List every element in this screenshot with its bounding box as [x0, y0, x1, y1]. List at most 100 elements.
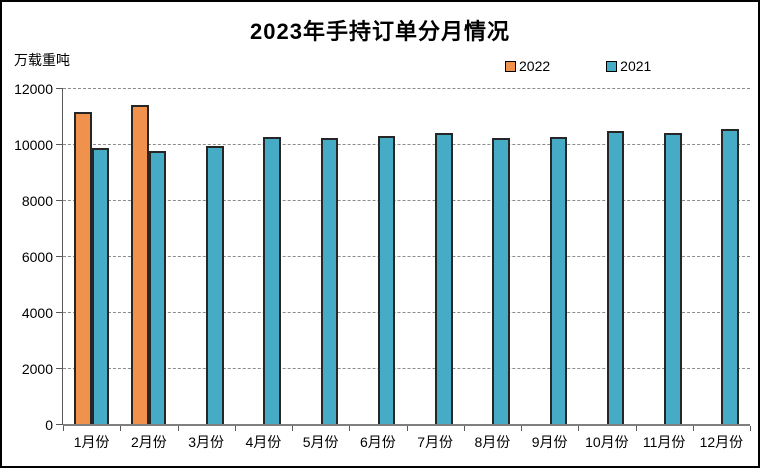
gridline-10000 [63, 144, 750, 145]
gridline-4000 [63, 312, 750, 313]
x-tick-label-12月份: 12月份 [699, 434, 744, 450]
bar-2021-8月份 [492, 137, 510, 424]
chart-title: 2023年手持订单分月情况 [250, 19, 510, 44]
legend-swatch-2021 [606, 60, 618, 72]
bar-slot-2022-4月份 [246, 88, 263, 424]
y-tick-2000 [56, 368, 63, 369]
gridline-8000 [63, 200, 750, 201]
bar-slot-2021-9月份 [549, 88, 568, 424]
gridline-12000 [63, 88, 750, 89]
bar-slot-2022-8月份 [475, 88, 492, 424]
legend-item-2021: 2021 [606, 58, 651, 74]
bar-2022-2月份 [131, 105, 149, 424]
plot-area: 0 2000 4000 6000 8000 10000 12000 1月份 2月份 3月份 4月份… [14, 82, 751, 450]
bar-group-3月份 [178, 88, 235, 424]
x-axis-tick-8 [521, 426, 522, 431]
bar-slot-2021-2月份 [148, 88, 167, 424]
y-tick-4000 [56, 312, 63, 313]
y-tick-label-4000: 4000 [21, 304, 53, 321]
bar-slot-2022-5月份 [303, 88, 320, 424]
y-tick-label-2000: 2000 [21, 361, 53, 377]
x-axis-tick-12 [750, 426, 751, 431]
y-tick-0 [56, 424, 63, 425]
legend-swatch-2022 [505, 60, 516, 72]
x-axis-tick-1 [120, 426, 122, 431]
x-axis-tick-11 [692, 426, 694, 431]
bar-slot-2021-3月份 [206, 88, 224, 424]
y-tick-10000 [56, 144, 63, 145]
x-axis-tick-5 [349, 426, 351, 431]
y-tick-8000 [56, 200, 63, 201]
x-tick-label-11月份: 11月份 [642, 434, 686, 450]
bar-group-5月份 [292, 88, 349, 424]
bar-slot-2021-4月份 [263, 88, 281, 424]
y-tick-label-8000: 8000 [21, 192, 53, 209]
y-tick-label-0: 0 [45, 417, 53, 433]
y-tick-label-6000: 6000 [21, 249, 53, 265]
bar-2021-10月份 [606, 131, 625, 424]
bar-2021-7月份 [435, 133, 453, 424]
bar-slot-2021-5月份 [320, 88, 339, 424]
x-axis-tick-0 [63, 426, 64, 431]
x-tick-label-8月份: 8月份 [474, 434, 511, 450]
bar-group-8月份 [464, 88, 521, 424]
bar-group-10月份 [578, 88, 635, 424]
x-axis-tick-10 [635, 426, 637, 431]
y-tick-12000 [56, 88, 63, 89]
bar-slot-2022-1月份 [74, 88, 92, 424]
bar-group-4月份 [235, 88, 292, 424]
x-axis-line [63, 424, 750, 426]
bar-group-6月份 [349, 88, 406, 424]
x-tick-label-9月份: 9月份 [531, 434, 568, 450]
bar-2021-3月份 [206, 145, 224, 424]
bar-slot-2021-12月份 [721, 88, 739, 424]
x-tick-label-3月份: 3月份 [188, 434, 225, 450]
bar-slot-2022-7月份 [418, 88, 435, 424]
x-tick-label-6月份: 6月份 [359, 434, 396, 450]
y-axis-tick-labels: 0 2000 4000 6000 8000 10000 12000 [2, 82, 53, 432]
bar-group-11月份 [636, 88, 693, 424]
x-axis-tick-6 [406, 426, 408, 431]
y-tick-label-12000: 12000 [14, 81, 53, 97]
x-axis-tick-2 [177, 426, 179, 431]
legend-item-2022: 2022 [505, 58, 550, 74]
bar-2021-9月份 [549, 137, 568, 424]
y-tick-label-10000: 10000 [14, 136, 53, 153]
gridline-6000 [63, 256, 750, 257]
x-axis-tick-3 [234, 426, 236, 431]
bar-2021-6月份 [377, 135, 396, 424]
bar-slot-2021-1月份 [91, 88, 110, 424]
y-axis-unit-label: 万载重吨 [14, 52, 70, 68]
gridline-2000 [63, 368, 750, 369]
bar-2021-1月份 [91, 148, 110, 424]
x-tick-label-5月份: 5月份 [302, 434, 339, 450]
bar-group-12月份 [693, 88, 750, 424]
x-tick-label-4月份: 4月份 [245, 434, 282, 450]
bar-slot-2021-10月份 [606, 88, 625, 424]
bar-slot-2022-12月份 [704, 88, 721, 424]
bar-group-1月份 [63, 88, 120, 424]
bar-2021-11月份 [664, 133, 682, 424]
bar-groups [63, 88, 750, 424]
bar-2021-12月份 [721, 128, 739, 424]
bar-2021-5月份 [320, 137, 339, 424]
bar-slot-2022-6月份 [360, 88, 377, 424]
x-axis-tick-9 [578, 426, 580, 431]
x-axis-tick-labels: 1月份 2月份 3月份 4月份 5月份 6月份 7月份 8月份 9月份 10月份 11月份 12月份 [63, 432, 750, 452]
x-axis-tick-4 [292, 426, 293, 431]
bar-slot-2022-11月份 [647, 88, 664, 424]
x-tick-label-10月份: 10月份 [585, 434, 629, 450]
bar-slot-2022-2月份 [131, 88, 149, 424]
bar-slot-2022-3月份 [189, 88, 206, 424]
y-tick-6000 [56, 256, 63, 257]
bar-group-7月份 [407, 88, 464, 424]
bar-2021-2月份 [148, 151, 167, 424]
legend-label-2021: 2021 [620, 58, 652, 74]
x-axis-tick-7 [463, 426, 465, 431]
bar-slot-2021-8月份 [492, 88, 510, 424]
bar-group-2月份 [120, 88, 177, 424]
bar-slot-2021-7月份 [435, 88, 453, 424]
bar-2022-1月份 [74, 112, 92, 424]
x-tick-label-2月份: 2月份 [130, 434, 167, 450]
